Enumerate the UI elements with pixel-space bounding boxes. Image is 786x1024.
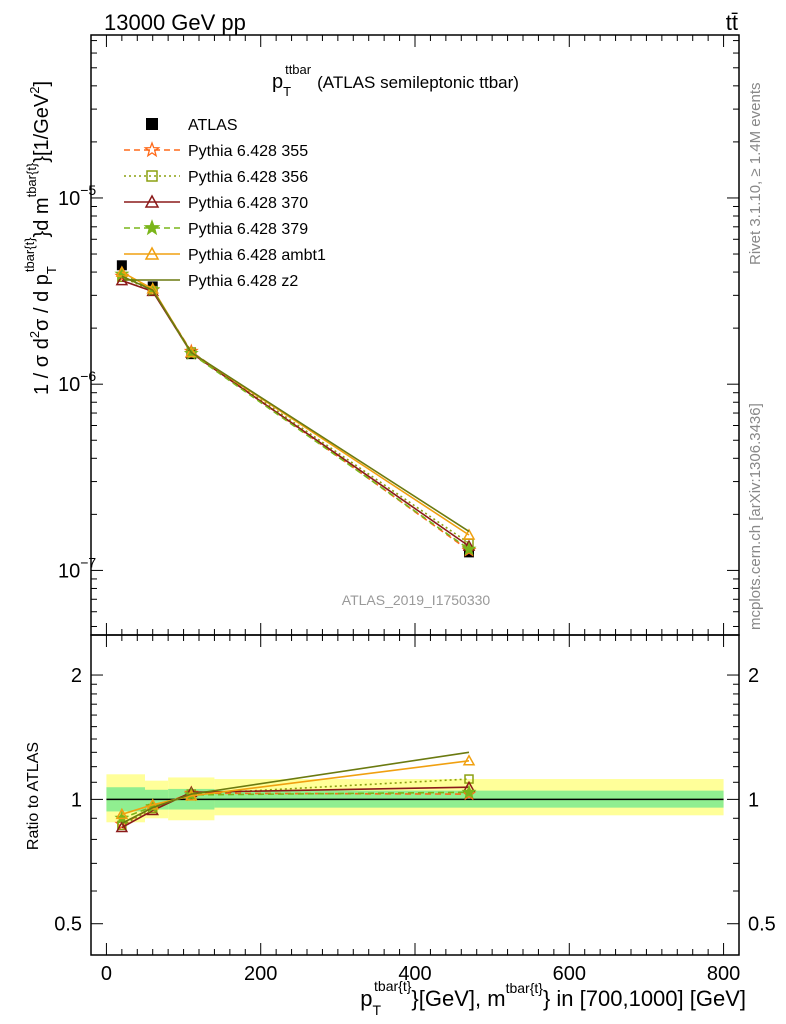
mcplots-label: mcplots.cern.ch [arXiv:1306.3436] xyxy=(747,403,764,630)
legend-marker xyxy=(146,170,158,182)
analysis-watermark: ATLAS_2019_I1750330 xyxy=(342,592,491,608)
main-series xyxy=(114,260,477,558)
ratio-ylabel: Ratio to ATLAS xyxy=(25,742,42,850)
ratio-ytick-label-right: 2 xyxy=(748,665,759,687)
x-tick-label: 600 xyxy=(553,963,586,985)
x-axis-label: pTtbar{t}}[GeV], mtbar{t}} in [700,1000]… xyxy=(360,978,746,1018)
legend-label: ATLAS xyxy=(188,117,238,134)
ratio-ytick-label-right: 0.5 xyxy=(748,914,776,936)
main-ytick-labels: 10−7 10−6 10−5 xyxy=(58,182,96,582)
legend-label: Pythia 6.428 355 xyxy=(188,143,308,160)
ratio-ytick-label: 2 xyxy=(71,665,82,687)
main-data-point xyxy=(185,345,198,358)
x-tick-label: 0 xyxy=(101,963,112,985)
ratio-ytick-label: 0.5 xyxy=(54,914,82,936)
legend: ATLAS Pythia 6.428 355 Pythia 6.428 356 Pyt… xyxy=(124,117,326,290)
legend-marker xyxy=(143,219,161,236)
legend-label: Pythia 6.428 356 xyxy=(188,169,308,186)
legend-marker xyxy=(144,194,160,208)
legend-label: Pythia 6.428 379 xyxy=(188,221,308,238)
x-tick-label: 800 xyxy=(707,963,740,985)
ratio-series-line xyxy=(121,751,470,825)
main-data-point xyxy=(461,541,477,556)
ratio-panel: 0.5 0.51 12 2 0 200 400 600 800 Ratio to ATLAS … xyxy=(25,634,776,1018)
main-data-point xyxy=(115,265,129,277)
ratio-data-point xyxy=(462,754,476,766)
main-ytick-label: 10−7 xyxy=(58,554,96,582)
main-ticks xyxy=(91,35,739,635)
ratio-ticks xyxy=(91,635,739,955)
rivet-label: Rivet 3.1.10, ≥ 1.4M events xyxy=(747,83,764,266)
x-tick-labels: 0 200 400 600 800 xyxy=(101,963,740,985)
main-series-line xyxy=(121,275,470,533)
main-ytick-label: 10−5 xyxy=(58,182,96,210)
header-left: 13000 GeV pp xyxy=(104,10,246,35)
main-title: pTttbar(ATLAS semileptonic ttbar) xyxy=(272,62,519,99)
x-tick-label: 400 xyxy=(398,963,431,985)
main-ylabel: 1 / σ d2σ / d pTtbar{t}}d mtbar{t}}[1/Ge… xyxy=(22,81,59,395)
legend-label: Pythia 6.428 370 xyxy=(188,195,308,212)
main-data-point xyxy=(116,260,127,271)
ratio-ytick-labels: 0.5 0.5 1 1 2 2 xyxy=(54,665,776,936)
main-series-line xyxy=(121,271,470,536)
ratio-series xyxy=(114,751,477,833)
ratio-data-point xyxy=(115,807,129,820)
ratio-data-point xyxy=(115,820,129,833)
legend-marker xyxy=(146,118,158,130)
main-data-point xyxy=(462,528,476,540)
legend-marker xyxy=(143,141,161,158)
x-tick-label: 200 xyxy=(244,963,277,985)
main-panel: 10−7 10−6 10−5 pTttbar(ATLAS semileptonic … xyxy=(22,34,740,636)
legend-label: Pythia 6.428 ambt1 xyxy=(188,247,326,264)
main-series-line xyxy=(121,276,470,544)
ratio-data-point xyxy=(146,798,159,810)
header-right: tt̄ xyxy=(726,10,738,35)
legend-marker xyxy=(144,246,160,260)
main-ytick-label: 10−6 xyxy=(58,368,96,396)
legend-label: Pythia 6.428 z2 xyxy=(188,273,298,290)
ratio-ytick-label-right: 1 xyxy=(748,789,759,811)
main-series-line xyxy=(121,279,470,547)
ratio-ytick-label: 1 xyxy=(71,789,82,811)
ratio-data-point xyxy=(461,784,477,799)
